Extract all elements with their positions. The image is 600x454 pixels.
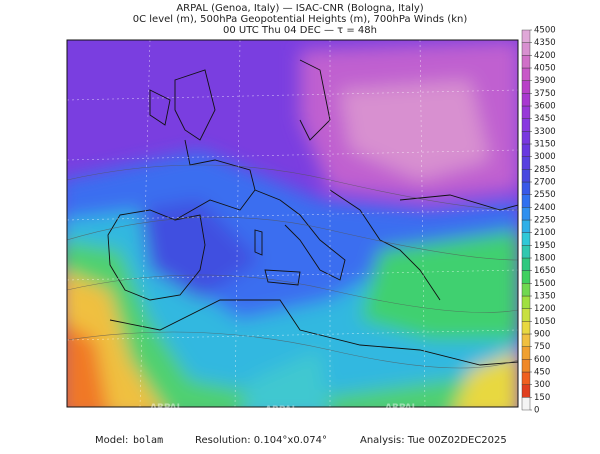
- colorbar-label: 3900: [534, 76, 556, 86]
- colorbar-segment: [521, 283, 531, 297]
- colorbar-segment: [521, 245, 531, 259]
- colorbar-segment: [521, 359, 531, 373]
- colorbar-label: 1650: [534, 266, 556, 276]
- colorbar-label: 150: [534, 393, 550, 403]
- colorbar-label: 1050: [534, 317, 556, 327]
- colorbar-segment: [521, 194, 531, 208]
- colorbar-label: 1200: [534, 304, 556, 314]
- colorbar-label: 300: [534, 380, 550, 390]
- header-line: ARPAL (Genoa, Italy) — ISAC-CNR (Bologna…: [176, 3, 423, 14]
- footer-resolution: Resolution: 0.104°x0.074°: [195, 435, 327, 446]
- colorbar-segment: [521, 181, 531, 195]
- colorbar-label: 2250: [534, 216, 556, 226]
- map: [67, 40, 518, 407]
- colorbar-label: 3600: [534, 102, 556, 112]
- colorbar-segment: [521, 207, 531, 221]
- colorbar-segment: [521, 80, 531, 94]
- watermark: ARPAL: [385, 403, 418, 413]
- colorbar-label: 450: [534, 368, 550, 378]
- footer-analysis: Analysis: Tue 00Z02DEC2025: [360, 435, 507, 446]
- colorbar-label: 3150: [534, 140, 556, 150]
- colorbar-segment: [521, 308, 531, 322]
- colorbar-label: 2700: [534, 178, 556, 188]
- colorbar-segment: [521, 219, 531, 233]
- colorbar-label: 0: [534, 406, 539, 416]
- colorbar-label: 2550: [534, 190, 556, 200]
- colorbar-label: 4050: [534, 64, 556, 74]
- colorbar-label: 2400: [534, 203, 556, 213]
- header-line: 00 UTC Thu 04 DEC — τ = 48h: [223, 25, 377, 36]
- colorbar-label: 3300: [534, 127, 556, 137]
- colorbar-label: 2100: [534, 228, 556, 238]
- colorbar-label: 1350: [534, 292, 556, 302]
- watermark: ARPAL: [150, 403, 183, 413]
- colorbar-segment: [521, 270, 531, 284]
- colorbar-label: 1800: [534, 254, 556, 264]
- colorbar-segment: [521, 118, 531, 132]
- colorbar-label: 4200: [534, 51, 556, 61]
- colorbar-segment: [521, 333, 531, 347]
- colorbar-segment: [521, 93, 531, 107]
- colorbar-segment: [521, 321, 531, 335]
- colorbar-label: 2850: [534, 165, 556, 175]
- colorbar-label: 3000: [534, 152, 556, 162]
- colorbar-segment: [521, 257, 531, 271]
- colorbar-segment: [521, 143, 531, 157]
- colorbar-segment: [521, 295, 531, 309]
- colorbar-segment: [521, 55, 531, 69]
- colorbar-label: 3450: [534, 114, 556, 124]
- footer-model: bolam: [133, 435, 163, 446]
- colorbar-label: 1500: [534, 279, 556, 289]
- colorbar-label: 600: [534, 355, 550, 365]
- colorbar-segment: [521, 169, 531, 183]
- colorbar-segment: [521, 105, 531, 119]
- colorbar-segment: [521, 371, 531, 385]
- colorbar-segment: [521, 346, 531, 360]
- watermark: ARPAL: [265, 405, 298, 415]
- footer-model-label: Model:: [95, 435, 128, 446]
- colorbar-segment: [521, 29, 531, 43]
- colorbar-segment: [521, 156, 531, 170]
- colorbar-segment: [521, 397, 531, 411]
- colorbar-label: 4350: [534, 38, 556, 48]
- colorbar-label: 900: [534, 330, 550, 340]
- colorbar-label: 3750: [534, 89, 556, 99]
- colorbar-label: 4500: [534, 26, 556, 36]
- colorbar-segment: [521, 67, 531, 81]
- colorbar-segment: [521, 232, 531, 246]
- map-frame: [66, 39, 519, 408]
- colorbar-segment: [521, 42, 531, 56]
- header-line: 0C level (m), 500hPa Geopotential Height…: [133, 14, 468, 25]
- colorbar-label: 1950: [534, 241, 556, 251]
- colorbar-segment: [521, 384, 531, 398]
- colorbar-segment: [521, 131, 531, 145]
- colorbar-label: 750: [534, 342, 550, 352]
